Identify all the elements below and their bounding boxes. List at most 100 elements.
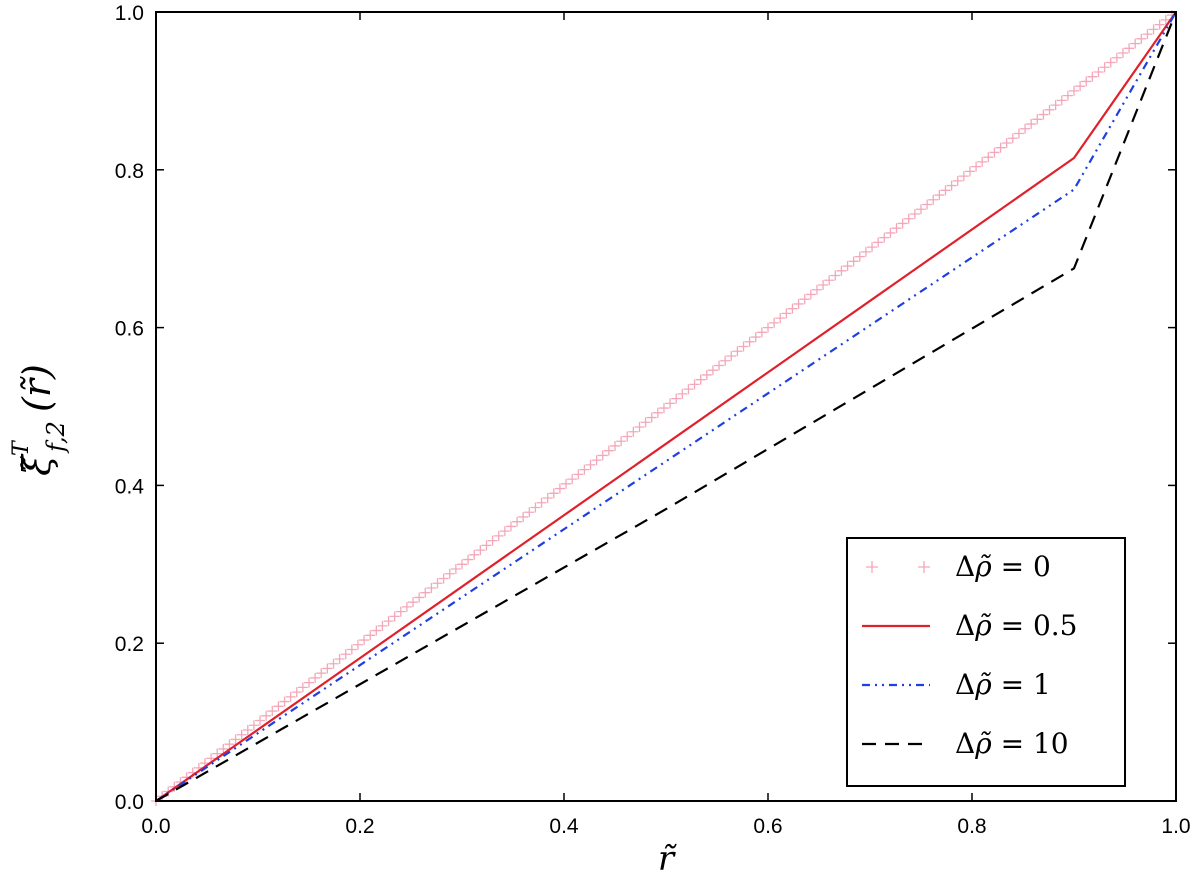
data-point [438,573,449,584]
data-point [579,464,590,475]
y-tick-label: 0.2 [115,633,144,656]
data-point [261,710,272,721]
legend-label: Δρ̃ = 1 [955,668,1051,701]
data-point [475,545,486,556]
data-point [646,412,657,423]
data-point [1117,48,1128,59]
data-point [622,431,633,442]
series-line-1 [155,11,1177,802]
data-point [1013,128,1024,139]
data-point [695,374,706,385]
data-point [297,682,308,693]
data-point [989,147,1000,158]
data-point [732,346,743,357]
data-point [420,587,431,598]
data-point [946,180,957,191]
data-point [836,265,847,276]
data-point [995,142,1006,153]
data-point [983,152,994,163]
data-point [414,592,425,603]
data-point [395,606,406,617]
data-point [536,497,547,508]
data-point [591,455,602,466]
data-point [567,474,578,485]
data-point [512,516,523,527]
data-point [818,279,829,290]
series-layer [151,10,1178,806]
data-point [1044,104,1055,115]
data-point [1148,24,1159,35]
data-point [1007,133,1018,144]
data-point [310,672,321,683]
x-tick-label: 0.4 [549,815,579,838]
data-point [916,204,926,215]
data-point [1111,52,1122,63]
legend-marker [918,561,930,573]
data-point [640,417,651,428]
data-point [756,327,767,338]
data-point [671,393,682,404]
data-point [328,658,339,669]
data-point [707,365,718,376]
data-point [267,706,278,717]
x-tick-label: 0.0 [141,815,170,838]
data-point [714,360,725,371]
data-point [891,223,902,234]
data-point [726,351,737,362]
data-point [542,493,553,504]
data-point [218,743,229,754]
data-point [1038,109,1049,120]
data-point [842,261,853,272]
y-axis-label-superscript: T [9,439,34,456]
y-tick-label: 0.0 [115,791,144,814]
data-point [701,369,712,380]
y-axis-label-subscript: f,2 [42,421,70,454]
data-point [487,535,498,546]
x-tick-label: 0.6 [753,815,782,838]
data-point [255,715,266,726]
legend-entry: Δρ̃ = 0 [866,550,1051,583]
data-point [854,251,865,262]
data-point [805,289,816,300]
data-point [1050,100,1061,111]
data-point [658,403,669,414]
data-point [401,601,412,612]
data-point [346,644,357,655]
data-point [1154,19,1165,30]
data-point [334,653,345,664]
legend-entry: Δρ̃ = 1 [862,668,1051,701]
data-point [1075,81,1086,92]
data-point [958,171,969,182]
data-point [964,166,975,177]
data-point [744,336,755,347]
data-point [481,540,492,551]
data-point [585,459,596,470]
data-point [1130,38,1141,49]
data-point [1142,29,1153,40]
data-point [242,724,253,735]
data-point [689,379,700,390]
data-point [830,270,841,281]
data-point [359,635,370,646]
data-point [652,407,663,418]
data-point [860,246,871,257]
data-point [971,161,982,172]
data-point [603,445,614,456]
data-point [463,554,474,565]
data-point [291,687,302,698]
data-point [775,313,786,324]
data-point [383,616,394,627]
y-axis-label: ξ̃ T f,2 (r̃) [9,364,70,476]
x-tick-label: 0.2 [345,815,374,838]
data-point [799,294,810,305]
x-axis-label: r̃ [658,839,678,879]
data-point [934,190,945,201]
data-point [750,332,761,343]
data-point [1069,85,1079,96]
y-axis-label-symbol: ξ̃ [15,453,59,476]
data-point [1001,137,1012,148]
data-point [279,696,290,707]
data-point [879,232,890,243]
data-point [1093,66,1104,77]
legend-label: Δρ̃ = 10 [955,727,1069,760]
